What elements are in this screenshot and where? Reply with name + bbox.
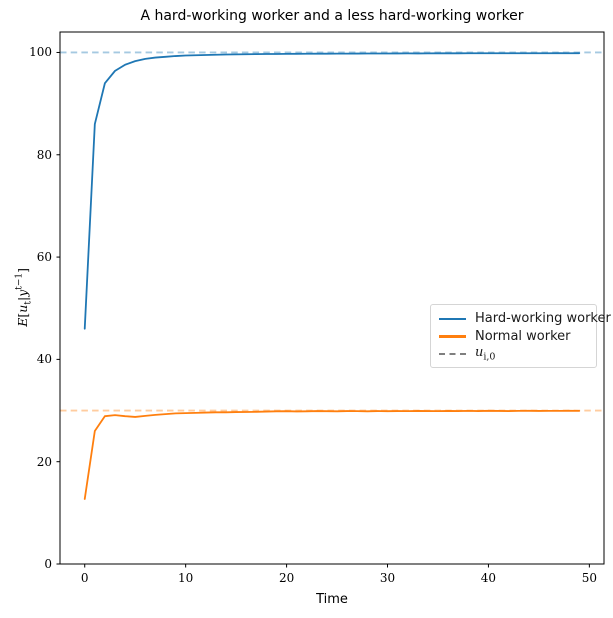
legend-label: Normal worker bbox=[475, 329, 571, 344]
legend-item-normal: Normal worker bbox=[439, 328, 588, 346]
y-axis-label-bar: | bbox=[14, 296, 30, 302]
y-tick-label-40: 40 bbox=[36, 352, 52, 367]
x-tick-label-30: 30 bbox=[379, 571, 396, 585]
y-tick-label-80: 80 bbox=[36, 147, 52, 162]
y-axis-label-bracket-close: ] bbox=[14, 267, 30, 273]
chart-title: A hard-working worker and a less hard-wo… bbox=[140, 8, 524, 24]
legend-line-sample-gray-dashed bbox=[439, 353, 466, 356]
x-tick-label-50: 50 bbox=[581, 571, 597, 585]
x-tick-label-40: 40 bbox=[480, 571, 497, 585]
y-axis-label-y-sup: t−1 bbox=[14, 272, 25, 290]
legend-label-math: ui,0 bbox=[475, 345, 496, 363]
x-tick-label-20: 20 bbox=[278, 571, 295, 585]
x-axis-label: Time bbox=[316, 592, 348, 607]
y-tick-label-20: 20 bbox=[36, 454, 52, 469]
legend-line-sample-blue bbox=[439, 317, 466, 321]
y-axis-label-u-sub: t bbox=[23, 301, 34, 305]
y-tick-label-60: 60 bbox=[36, 250, 52, 265]
axes-spines bbox=[59, 31, 605, 565]
series-line-hard-working-worker bbox=[83, 52, 581, 330]
y-tick-label-0: 0 bbox=[44, 557, 52, 571]
series-line-normal-worker bbox=[83, 409, 581, 500]
x-tick-label-10: 10 bbox=[178, 571, 194, 585]
legend-line-sample-orange bbox=[439, 335, 466, 338]
y-axis-label-u: u bbox=[14, 304, 30, 313]
y-tick-label-100: 100 bbox=[29, 45, 52, 60]
y-axis-label-y: y bbox=[14, 289, 30, 297]
legend-item-hard-working: Hard-working worker bbox=[439, 310, 611, 328]
legend-label: Hard-working worker bbox=[475, 311, 611, 327]
legend-item-u-i0: ui,0 bbox=[439, 345, 588, 363]
y-axis-label-E: E bbox=[14, 317, 30, 327]
legend: Hard-working worker Normal worker ui,0 bbox=[430, 304, 611, 368]
y-axis-label-bracket-open: [ bbox=[14, 312, 30, 318]
x-tick-label-0: 0 bbox=[80, 571, 89, 585]
